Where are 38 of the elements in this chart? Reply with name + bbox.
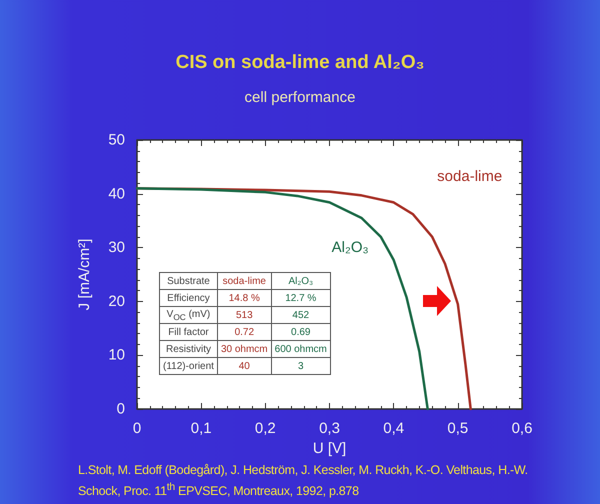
- text: soda-lime: [437, 168, 502, 185]
- annotation: 452: [271, 306, 330, 324]
- annotation: Substrate: [160, 272, 218, 290]
- annotation: 3: [271, 358, 330, 374]
- annotation: 0.69: [271, 324, 330, 340]
- annotation: Fill factor: [160, 324, 218, 340]
- chart-title: CIS on soda-lime and Al₂O₃: [174, 52, 426, 74]
- x-tick-label: 0,2: [254, 420, 276, 437]
- annotation: 0.72: [217, 324, 272, 340]
- y-tick-label: 20: [108, 292, 125, 310]
- annotation: Efficiency: [160, 290, 218, 306]
- annotation: soda-lime: [217, 272, 272, 290]
- annotation: 513: [217, 306, 272, 324]
- x-tick-label: 0: [132, 420, 142, 437]
- chart-subtitle: cell performance: [244, 89, 356, 106]
- annotation: (112)-orient: [160, 358, 218, 374]
- y-tick-label: 10: [108, 346, 125, 364]
- annotation: Resistivity: [160, 340, 218, 358]
- x-tick-label: 0,6: [512, 420, 532, 437]
- annotation: V$_{OC}$ (mV): [160, 306, 218, 324]
- text: L.Stolt, M. Edoff (Bodegård), J. Hedström, J. Kessler, M. Ruckh, K.-O. Velthaus, H.-W. Schock, Proc. 11$^{th}$ EPVSEC, Montreaux, 1992, p.878: [78, 462, 529, 500]
- x-axis-title: U [V]: [312, 440, 346, 457]
- series-label: Al₂O₃: [332, 238, 369, 256]
- x-tick-label: 0,1: [190, 420, 212, 437]
- annotation: 30 ohmcm: [217, 340, 272, 358]
- x-tick-label: 0,4: [383, 420, 404, 437]
- y-tick-label: 30: [108, 239, 125, 256]
- annotation: 40: [217, 358, 272, 374]
- x-tick-label: 0,5: [447, 420, 468, 437]
- annotation: 600 ohmcm: [271, 340, 330, 358]
- y-tick-label: 0: [116, 400, 125, 418]
- y-tick-label: 50: [108, 132, 125, 148]
- annotation: Al₂O₃: [271, 272, 330, 290]
- x-tick-label: 0,3: [319, 420, 340, 437]
- annotation: 14.8 %: [217, 290, 272, 306]
- y-axis-title: J [mA/cm²]: [76, 238, 93, 310]
- y-tick-label: 40: [108, 185, 125, 202]
- annotation: 12.7 %: [271, 290, 330, 306]
